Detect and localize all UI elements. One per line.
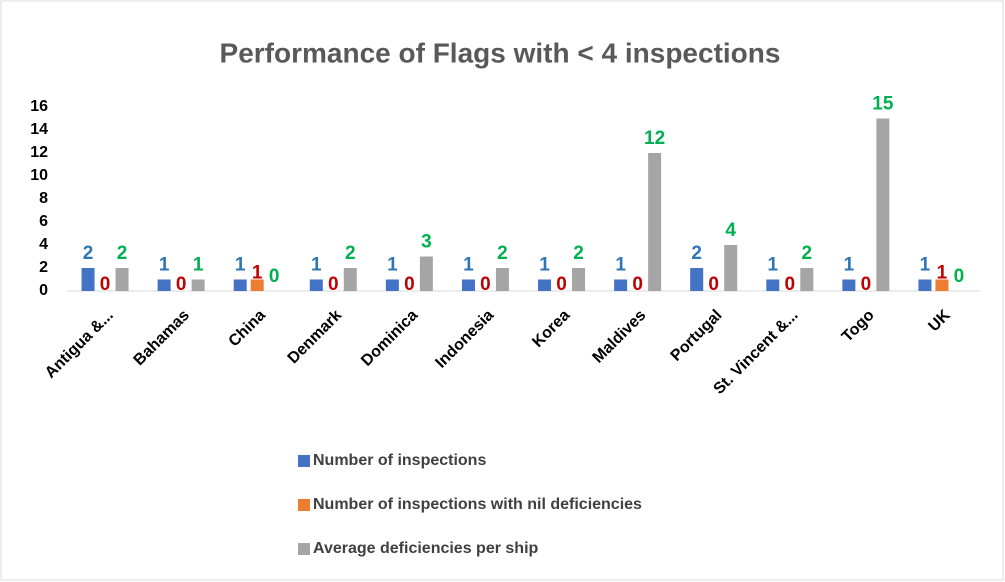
data-label: 2 [345, 243, 356, 264]
bar [343, 268, 357, 291]
data-label: 0 [328, 274, 339, 295]
bar [918, 279, 932, 291]
y-tick-label: 12 [30, 144, 48, 161]
bar [876, 118, 890, 291]
data-label: 15 [872, 94, 894, 115]
bar [538, 279, 552, 291]
legend-label: Average deficiencies per ship [313, 540, 539, 557]
bar [419, 256, 433, 291]
bar [766, 279, 780, 291]
data-label: 0 [176, 274, 187, 295]
data-label: 4 [725, 220, 736, 241]
data-label: 1 [615, 255, 626, 276]
bar [572, 268, 586, 291]
data-label: 0 [954, 266, 965, 287]
data-label: 1 [193, 255, 204, 276]
data-label: 12 [644, 128, 665, 149]
data-label: 2 [691, 243, 702, 264]
legend-label: Number of inspections [313, 452, 486, 469]
y-tick-label: 4 [39, 236, 48, 253]
data-label: 0 [632, 274, 643, 295]
bar [157, 279, 171, 291]
legend-swatch [298, 543, 310, 555]
bar [250, 279, 264, 291]
data-label: 1 [844, 255, 855, 276]
bar [233, 279, 247, 291]
bar [842, 279, 856, 291]
data-label: 2 [497, 243, 508, 264]
data-label: 0 [480, 274, 491, 295]
data-label: 1 [937, 263, 948, 284]
bar [690, 268, 704, 291]
data-label: 2 [802, 243, 813, 264]
bar [115, 268, 129, 291]
legend-swatch [298, 499, 310, 511]
data-label: 1 [311, 255, 322, 276]
data-label: 2 [573, 243, 584, 264]
chart-title: Performance of Flags with < 4 inspection… [220, 37, 781, 68]
bar [461, 279, 475, 291]
data-label: 1 [235, 255, 246, 276]
data-label: 2 [83, 243, 94, 264]
bar [385, 279, 399, 291]
bar [191, 279, 205, 291]
data-label: 1 [539, 255, 550, 276]
data-label: 2 [117, 243, 128, 264]
data-label: 0 [861, 274, 872, 295]
data-label: 0 [404, 274, 415, 295]
bar [309, 279, 323, 291]
data-label: 1 [252, 263, 263, 284]
y-tick-label: 10 [30, 167, 48, 184]
y-tick-label: 16 [30, 98, 48, 115]
bar [800, 268, 814, 291]
legend-swatch [298, 455, 310, 467]
bar [81, 268, 95, 291]
bar [935, 279, 949, 291]
data-label: 0 [708, 274, 719, 295]
data-label: 1 [159, 255, 170, 276]
data-label: 0 [269, 266, 280, 287]
bar [495, 268, 509, 291]
y-tick-label: 0 [39, 282, 48, 299]
data-label: 1 [920, 255, 931, 276]
y-tick-label: 8 [39, 190, 48, 207]
y-tick-label: 2 [39, 259, 48, 276]
data-label: 1 [463, 255, 474, 276]
data-label: 1 [768, 255, 779, 276]
y-tick-label: 6 [39, 213, 48, 230]
y-tick-label: 14 [30, 121, 48, 138]
bar [614, 279, 628, 291]
data-label: 0 [100, 274, 111, 295]
bar [724, 245, 738, 291]
legend-label: Number of inspections with nil deficienc… [313, 496, 642, 513]
bar [648, 153, 662, 291]
data-label: 0 [785, 274, 796, 295]
data-label: 1 [387, 255, 398, 276]
data-label: 0 [556, 274, 567, 295]
data-label: 3 [421, 232, 432, 253]
